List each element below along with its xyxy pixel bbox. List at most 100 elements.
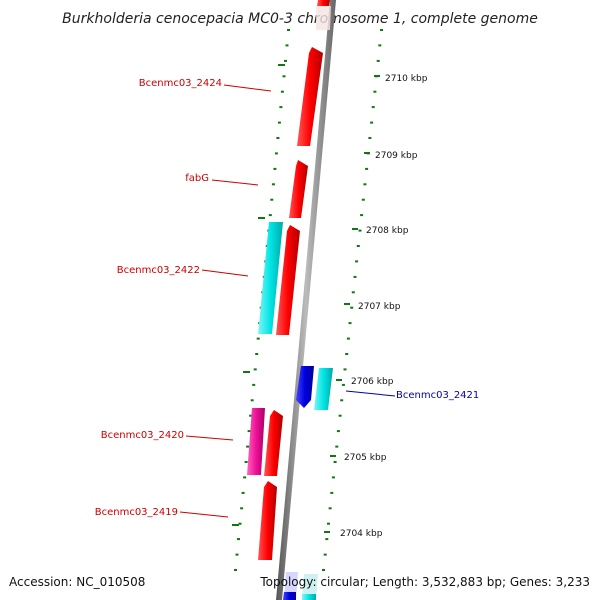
guide-dot <box>365 167 369 170</box>
guide-dot <box>376 59 380 62</box>
guide-dot <box>279 106 283 109</box>
gene-label-Bcenmc03_2419[interactable]: Bcenmc03_2419 <box>95 507 178 518</box>
gene-Bcenmc03_2419[interactable] <box>258 481 277 560</box>
tick-label-2707: 2707 kbp <box>358 302 401 312</box>
gene-fabG[interactable] <box>289 160 308 218</box>
guide-dot <box>380 29 383 31</box>
guide-dot <box>336 430 340 433</box>
tick-label-2705: 2705 kbp <box>344 453 387 463</box>
rna-Bcenmc03_2420[interactable] <box>247 408 265 475</box>
dotted-guides <box>234 29 383 571</box>
tick-label-2708: 2708 kbp <box>366 226 409 236</box>
guide-dot <box>358 229 362 232</box>
gene-labels: Bcenmc03_2424 fabG Bcenmc03_2422 Bcenmc0… <box>95 78 480 518</box>
cds-Bcenmc03_2422[interactable] <box>258 222 283 334</box>
gene-label-Bcenmc03_2422[interactable]: Bcenmc03_2422 <box>117 265 200 276</box>
guide-dot <box>330 491 334 494</box>
tick-label-2704: 2704 kbp <box>340 529 383 539</box>
guide-dot <box>322 569 325 571</box>
chromosome-backbone <box>276 0 336 600</box>
guide-dot <box>287 29 290 31</box>
guide-dot <box>346 337 350 340</box>
guide-dot <box>341 383 345 386</box>
tick-2708: 2708 kbp <box>352 226 409 236</box>
tick-label-2709: 2709 kbp <box>375 151 418 161</box>
bottom-partial-genes <box>283 572 318 600</box>
guide-dot <box>325 538 329 541</box>
accession-text: Accession: NC_010508 <box>9 575 145 589</box>
guide-dot <box>355 260 359 263</box>
guide-dot <box>255 353 259 355</box>
guide-dot <box>238 522 242 525</box>
guide-dot <box>323 553 327 556</box>
guide-dot <box>373 90 377 93</box>
tick-2709: 2709 kbp <box>364 151 418 161</box>
guide-dot <box>234 569 237 571</box>
guide-dot <box>244 461 248 463</box>
guide-dot <box>353 275 357 278</box>
guide-dot <box>371 106 375 109</box>
guide-dot <box>256 337 260 340</box>
guide-dot <box>237 538 240 541</box>
tick-label-2710: 2710 kbp <box>385 74 428 84</box>
guide-dot <box>246 445 250 448</box>
guide-dot <box>363 183 367 186</box>
label-leaders <box>179 84 396 518</box>
guide-dot <box>284 59 287 62</box>
guide-dot <box>340 399 344 402</box>
tick-2704: 2704 kbp <box>324 529 383 539</box>
guide-dot <box>348 322 352 325</box>
guide-dot <box>252 383 256 386</box>
guide-dot <box>273 167 277 170</box>
tick-2706: 2706 kbp <box>336 377 394 387</box>
guide-dot <box>282 75 286 78</box>
guide-dot <box>370 121 374 124</box>
guide-dot <box>270 198 274 201</box>
guide-dot <box>235 553 239 556</box>
guide-dot <box>276 137 280 139</box>
gene-Bcenmc03_2424[interactable] <box>297 47 323 146</box>
guide-dot <box>277 121 281 124</box>
guide-dot <box>253 368 257 371</box>
guide-dot <box>368 137 372 139</box>
guide-dot <box>247 430 251 433</box>
gene-label-Bcenmc03_2420[interactable]: Bcenmc03_2420 <box>101 430 184 441</box>
gene-label-Bcenmc03_2424[interactable]: Bcenmc03_2424 <box>139 78 222 89</box>
guide-dot <box>333 461 337 463</box>
guide-dot <box>250 399 254 402</box>
guide-dot <box>378 44 382 47</box>
cds-Bcenmc03_2421[interactable] <box>314 368 333 410</box>
guide-dot <box>361 198 365 201</box>
gene-label-fabG[interactable]: fabG <box>185 173 209 184</box>
guide-dot <box>241 491 245 494</box>
guide-dot <box>280 90 284 93</box>
guide-dot <box>338 414 342 417</box>
gene-Bcenmc03_2422-red[interactable] <box>276 225 300 335</box>
tick-label-2706: 2706 kbp <box>351 377 394 387</box>
guide-dot <box>345 353 349 355</box>
tick-2710: 2710 kbp <box>374 74 428 84</box>
guide-dot <box>285 44 289 47</box>
top-partial-gene <box>316 0 331 30</box>
scale-ticks: 2710 kbp 2709 kbp 2708 kbp 2707 kbp 2706… <box>324 74 428 539</box>
gene-Bcenmc03_2420-red[interactable] <box>264 410 283 476</box>
topology-text: Topology: circular; Length: 3,532,883 bp… <box>259 575 590 589</box>
guide-dot <box>335 445 339 448</box>
guide-dot <box>350 306 354 309</box>
tick-2707: 2707 kbp <box>344 302 401 312</box>
inner-ticks <box>232 64 285 526</box>
gene-Bcenmc03_2421-blue[interactable] <box>296 366 314 408</box>
guide-dot <box>249 414 253 417</box>
guide-dot <box>356 245 360 247</box>
guide-dot <box>327 522 330 525</box>
guide-dot <box>274 152 278 155</box>
guide-dot <box>243 476 247 479</box>
guide-dot <box>331 476 335 479</box>
guide-dot <box>328 507 332 510</box>
gene-label-Bcenmc03_2421[interactable]: Bcenmc03_2421 <box>396 390 479 401</box>
guide-dot <box>360 214 364 217</box>
guide-dot <box>268 214 272 217</box>
guide-dot <box>271 183 275 186</box>
guide-dot <box>351 291 355 294</box>
